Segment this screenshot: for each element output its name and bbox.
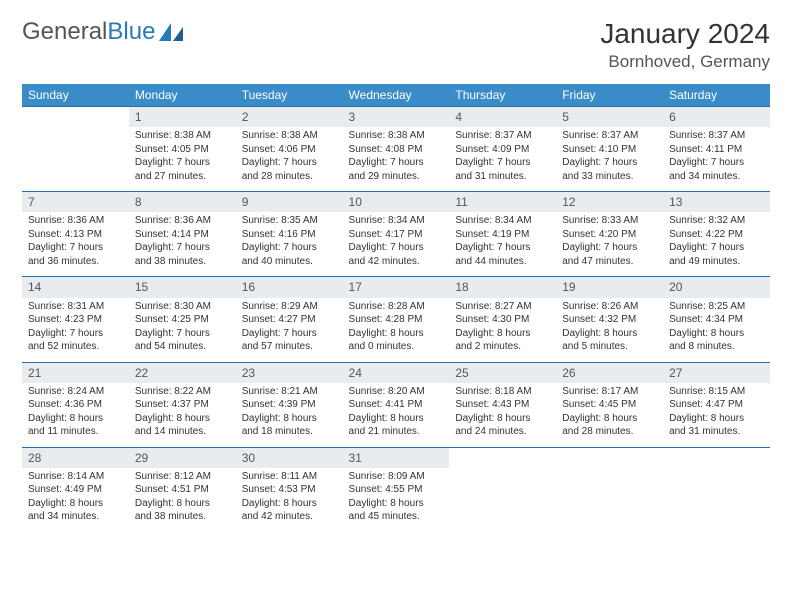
- weekday-header-row: SundayMondayTuesdayWednesdayThursdayFrid…: [22, 84, 770, 107]
- day-detail-cell: Sunrise: 8:22 AMSunset: 4:37 PMDaylight:…: [129, 383, 236, 448]
- day-detail-cell: Sunrise: 8:37 AMSunset: 4:09 PMDaylight:…: [449, 127, 556, 192]
- day-detail-cell: Sunrise: 8:32 AMSunset: 4:22 PMDaylight:…: [663, 212, 770, 277]
- day-number-cell: 15: [129, 277, 236, 298]
- calendar-body: 123456 Sunrise: 8:38 AMSunset: 4:05 PMDa…: [22, 107, 770, 532]
- weekday-header: Tuesday: [236, 84, 343, 107]
- day-number-cell: 12: [556, 192, 663, 213]
- day-detail-cell: Sunrise: 8:34 AMSunset: 4:17 PMDaylight:…: [343, 212, 450, 277]
- day-detail-cell: [556, 468, 663, 532]
- day-detail-cell: Sunrise: 8:37 AMSunset: 4:11 PMDaylight:…: [663, 127, 770, 192]
- day-detail-row: Sunrise: 8:31 AMSunset: 4:23 PMDaylight:…: [22, 298, 770, 363]
- weekday-header: Sunday: [22, 84, 129, 107]
- day-number-cell: 9: [236, 192, 343, 213]
- day-number-cell: 1: [129, 107, 236, 128]
- day-detail-cell: Sunrise: 8:24 AMSunset: 4:36 PMDaylight:…: [22, 383, 129, 448]
- weekday-header: Saturday: [663, 84, 770, 107]
- day-detail-cell: Sunrise: 8:27 AMSunset: 4:30 PMDaylight:…: [449, 298, 556, 363]
- day-detail-cell: Sunrise: 8:28 AMSunset: 4:28 PMDaylight:…: [343, 298, 450, 363]
- logo-text-blue: Blue: [107, 18, 155, 45]
- day-number-row: 14151617181920: [22, 277, 770, 298]
- day-number-cell: 10: [343, 192, 450, 213]
- weekday-header: Monday: [129, 84, 236, 107]
- day-detail-cell: Sunrise: 8:14 AMSunset: 4:49 PMDaylight:…: [22, 468, 129, 532]
- day-number-cell: 22: [129, 362, 236, 383]
- day-number-cell: 4: [449, 107, 556, 128]
- day-detail-cell: Sunrise: 8:09 AMSunset: 4:55 PMDaylight:…: [343, 468, 450, 532]
- day-detail-cell: Sunrise: 8:38 AMSunset: 4:06 PMDaylight:…: [236, 127, 343, 192]
- day-number-cell: 16: [236, 277, 343, 298]
- day-detail-cell: [663, 468, 770, 532]
- day-number-cell: 20: [663, 277, 770, 298]
- day-detail-cell: Sunrise: 8:12 AMSunset: 4:51 PMDaylight:…: [129, 468, 236, 532]
- day-number-cell: [22, 107, 129, 128]
- day-number-cell: 23: [236, 362, 343, 383]
- day-number-cell: 19: [556, 277, 663, 298]
- day-number-cell: 18: [449, 277, 556, 298]
- day-detail-cell: Sunrise: 8:11 AMSunset: 4:53 PMDaylight:…: [236, 468, 343, 532]
- day-number-cell: 30: [236, 447, 343, 468]
- weekday-header: Wednesday: [343, 84, 450, 107]
- title-block: January 2024 Bornhoved, Germany: [600, 18, 770, 72]
- day-number-cell: 3: [343, 107, 450, 128]
- day-detail-cell: Sunrise: 8:34 AMSunset: 4:19 PMDaylight:…: [449, 212, 556, 277]
- day-number-cell: 7: [22, 192, 129, 213]
- logo: GeneralBlue: [22, 18, 185, 46]
- day-number-cell: 25: [449, 362, 556, 383]
- day-detail-cell: Sunrise: 8:18 AMSunset: 4:43 PMDaylight:…: [449, 383, 556, 448]
- day-detail-row: Sunrise: 8:14 AMSunset: 4:49 PMDaylight:…: [22, 468, 770, 532]
- day-number-row: 21222324252627: [22, 362, 770, 383]
- day-detail-cell: Sunrise: 8:33 AMSunset: 4:20 PMDaylight:…: [556, 212, 663, 277]
- day-detail-cell: Sunrise: 8:30 AMSunset: 4:25 PMDaylight:…: [129, 298, 236, 363]
- day-detail-cell: Sunrise: 8:37 AMSunset: 4:10 PMDaylight:…: [556, 127, 663, 192]
- day-detail-cell: Sunrise: 8:35 AMSunset: 4:16 PMDaylight:…: [236, 212, 343, 277]
- calendar-table: SundayMondayTuesdayWednesdayThursdayFrid…: [22, 84, 770, 532]
- sail-icon: [157, 21, 185, 43]
- day-detail-cell: Sunrise: 8:38 AMSunset: 4:05 PMDaylight:…: [129, 127, 236, 192]
- day-detail-cell: Sunrise: 8:36 AMSunset: 4:13 PMDaylight:…: [22, 212, 129, 277]
- day-detail-row: Sunrise: 8:38 AMSunset: 4:05 PMDaylight:…: [22, 127, 770, 192]
- day-number-cell: [556, 447, 663, 468]
- day-number-cell: 21: [22, 362, 129, 383]
- day-detail-cell: Sunrise: 8:25 AMSunset: 4:34 PMDaylight:…: [663, 298, 770, 363]
- day-detail-cell: [449, 468, 556, 532]
- day-detail-cell: Sunrise: 8:38 AMSunset: 4:08 PMDaylight:…: [343, 127, 450, 192]
- day-detail-cell: Sunrise: 8:36 AMSunset: 4:14 PMDaylight:…: [129, 212, 236, 277]
- day-detail-cell: Sunrise: 8:17 AMSunset: 4:45 PMDaylight:…: [556, 383, 663, 448]
- day-detail-cell: Sunrise: 8:29 AMSunset: 4:27 PMDaylight:…: [236, 298, 343, 363]
- day-detail-row: Sunrise: 8:24 AMSunset: 4:36 PMDaylight:…: [22, 383, 770, 448]
- day-number-row: 78910111213: [22, 192, 770, 213]
- day-detail-cell: Sunrise: 8:15 AMSunset: 4:47 PMDaylight:…: [663, 383, 770, 448]
- day-detail-row: Sunrise: 8:36 AMSunset: 4:13 PMDaylight:…: [22, 212, 770, 277]
- day-number-cell: 5: [556, 107, 663, 128]
- logo-text-general: General: [22, 18, 107, 45]
- day-number-cell: [449, 447, 556, 468]
- location: Bornhoved, Germany: [600, 52, 770, 72]
- day-number-row: 123456: [22, 107, 770, 128]
- day-detail-cell: Sunrise: 8:20 AMSunset: 4:41 PMDaylight:…: [343, 383, 450, 448]
- day-number-cell: 17: [343, 277, 450, 298]
- day-number-cell: 31: [343, 447, 450, 468]
- day-number-cell: 24: [343, 362, 450, 383]
- day-number-cell: 8: [129, 192, 236, 213]
- day-number-cell: 2: [236, 107, 343, 128]
- day-number-row: 28293031: [22, 447, 770, 468]
- day-detail-cell: Sunrise: 8:26 AMSunset: 4:32 PMDaylight:…: [556, 298, 663, 363]
- day-number-cell: 28: [22, 447, 129, 468]
- month-title: January 2024: [600, 18, 770, 50]
- day-number-cell: 6: [663, 107, 770, 128]
- day-number-cell: 29: [129, 447, 236, 468]
- day-number-cell: 27: [663, 362, 770, 383]
- day-number-cell: [663, 447, 770, 468]
- header: GeneralBlue January 2024 Bornhoved, Germ…: [22, 18, 770, 72]
- day-number-cell: 14: [22, 277, 129, 298]
- day-number-cell: 13: [663, 192, 770, 213]
- day-number-cell: 26: [556, 362, 663, 383]
- weekday-header: Friday: [556, 84, 663, 107]
- day-detail-cell: [22, 127, 129, 192]
- weekday-header: Thursday: [449, 84, 556, 107]
- day-number-cell: 11: [449, 192, 556, 213]
- day-detail-cell: Sunrise: 8:21 AMSunset: 4:39 PMDaylight:…: [236, 383, 343, 448]
- day-detail-cell: Sunrise: 8:31 AMSunset: 4:23 PMDaylight:…: [22, 298, 129, 363]
